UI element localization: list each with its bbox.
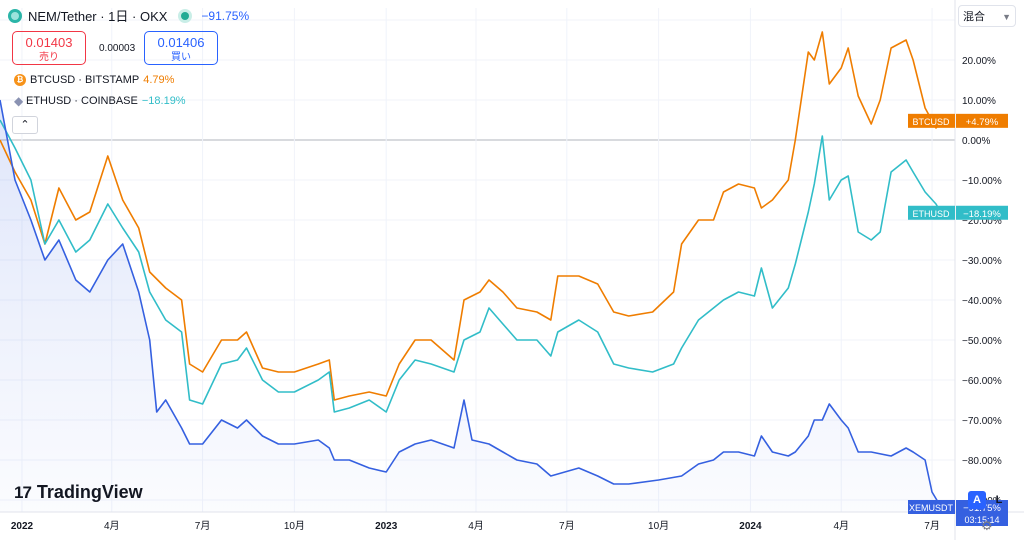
- buy-label: 買い: [171, 52, 191, 63]
- brand-name: TradingView: [36, 482, 143, 502]
- scale-mode-label: 混合: [963, 11, 985, 23]
- buy-price: 0.01406: [157, 35, 205, 50]
- log-scale-button[interactable]: L: [995, 494, 1003, 506]
- series-value-tag-btcusd: [956, 113, 1008, 128]
- tradingview-mark-icon: 17: [14, 482, 32, 502]
- y-tick-label: −70.00%: [962, 416, 1002, 427]
- y-tick-label: −60.00%: [962, 376, 1002, 387]
- series-line-btcusd: [0, 31, 942, 401]
- series-name-label: BTCUSD: [912, 117, 950, 127]
- series-name-label: XEMUSDT: [909, 503, 954, 513]
- gear-icon[interactable]: ⚙: [981, 518, 993, 533]
- series-area-xemusdt: [0, 100, 941, 512]
- y-tick-label: 10.00%: [962, 96, 996, 107]
- sell-button[interactable]: 0.01403 売り: [12, 31, 86, 65]
- x-tick-label: 4月: [833, 520, 849, 532]
- auto-scale-button[interactable]: A: [968, 491, 986, 509]
- y-tick-label: −50.00%: [962, 336, 1002, 347]
- series-line-xemusdt: [0, 99, 942, 508]
- nem-logo-icon: [8, 8, 22, 23]
- y-tick-label: −10.00%: [962, 176, 1002, 187]
- x-tick-label: 7月: [924, 520, 940, 532]
- legend-eth[interactable]: ◆ ETHUSD · COINBASE −18.19%: [14, 95, 186, 107]
- x-tick-label: 10月: [648, 520, 669, 532]
- series-name-label: ETHUSD: [912, 209, 950, 219]
- y-tick-label: 0.00%: [962, 136, 990, 147]
- series-name-tag-xemusdt: [908, 500, 955, 514]
- tradingview-logo[interactable]: 17 TradingView: [14, 482, 143, 503]
- sell-label: 売り: [39, 52, 59, 63]
- legend-eth-name: ETHUSD · COINBASE: [26, 95, 138, 107]
- collapse-legend-button[interactable]: ⌃: [12, 116, 38, 134]
- series-value-label: +4.79%: [966, 117, 999, 128]
- x-tick-label: 4月: [104, 520, 120, 532]
- y-tick-label: 20.00%: [962, 56, 996, 67]
- symbol-header[interactable]: NEM/Tether · 1日 · OKX −91.75%: [8, 6, 249, 25]
- bitcoin-icon: ₿: [14, 74, 26, 86]
- y-axis[interactable]: 30.00%20.00%10.00%0.00%−10.00%−20.00%−30…: [954, 0, 1002, 540]
- legend-eth-change: −18.19%: [141, 95, 186, 107]
- spread-value: 0.00003: [99, 43, 136, 54]
- y-tick-label: −40.00%: [962, 296, 1002, 307]
- symbol-change: −91.75%: [201, 8, 250, 23]
- series-name-tag-ethusd: [908, 205, 955, 220]
- legend-btc-change: 4.79%: [143, 74, 175, 86]
- y-tick-label: −30.00%: [962, 256, 1002, 267]
- y-tick-label: −80.00%: [962, 456, 1002, 467]
- scale-mode-select[interactable]: 混合 ▼: [958, 5, 1016, 27]
- x-tick-label: 7月: [195, 520, 211, 532]
- x-tick-label: 4月: [468, 520, 484, 532]
- series-line-ethusd: [0, 119, 942, 413]
- legend-btc[interactable]: ₿ BTCUSD · BITSTAMP 4.79%: [14, 74, 174, 86]
- legend-btc-name: BTCUSD · BITSTAMP: [30, 74, 140, 86]
- series-lines: [0, 31, 942, 508]
- series-name-tag-btcusd: [908, 113, 955, 128]
- x-tick-label: 2024: [739, 521, 762, 532]
- series-value-label: −18.19%: [963, 209, 1001, 220]
- chevron-down-icon: ▼: [1002, 12, 1011, 22]
- ethereum-icon: ◆: [14, 94, 24, 108]
- series-value-tag-ethusd: [956, 205, 1008, 220]
- x-tick-label: 10月: [284, 520, 305, 532]
- x-tick-label: 2023: [375, 521, 398, 532]
- bar-countdown: 03:15:14: [964, 515, 999, 525]
- x-axis[interactable]: 2022 4月 7月 10月 2023 4月 7月 10月 2024 4月 7月: [0, 511, 1024, 532]
- area-fill: [0, 100, 941, 512]
- market-open-icon: [181, 11, 190, 20]
- x-tick-label: 2022: [11, 521, 34, 532]
- sell-price: 0.01403: [25, 35, 73, 50]
- y-tick-label: −20.00%: [962, 216, 1002, 227]
- x-tick-label: 7月: [559, 520, 575, 532]
- buy-button[interactable]: 0.01406 買い: [144, 31, 218, 65]
- symbol-title[interactable]: NEM/Tether · 1日 · OKX: [28, 9, 168, 24]
